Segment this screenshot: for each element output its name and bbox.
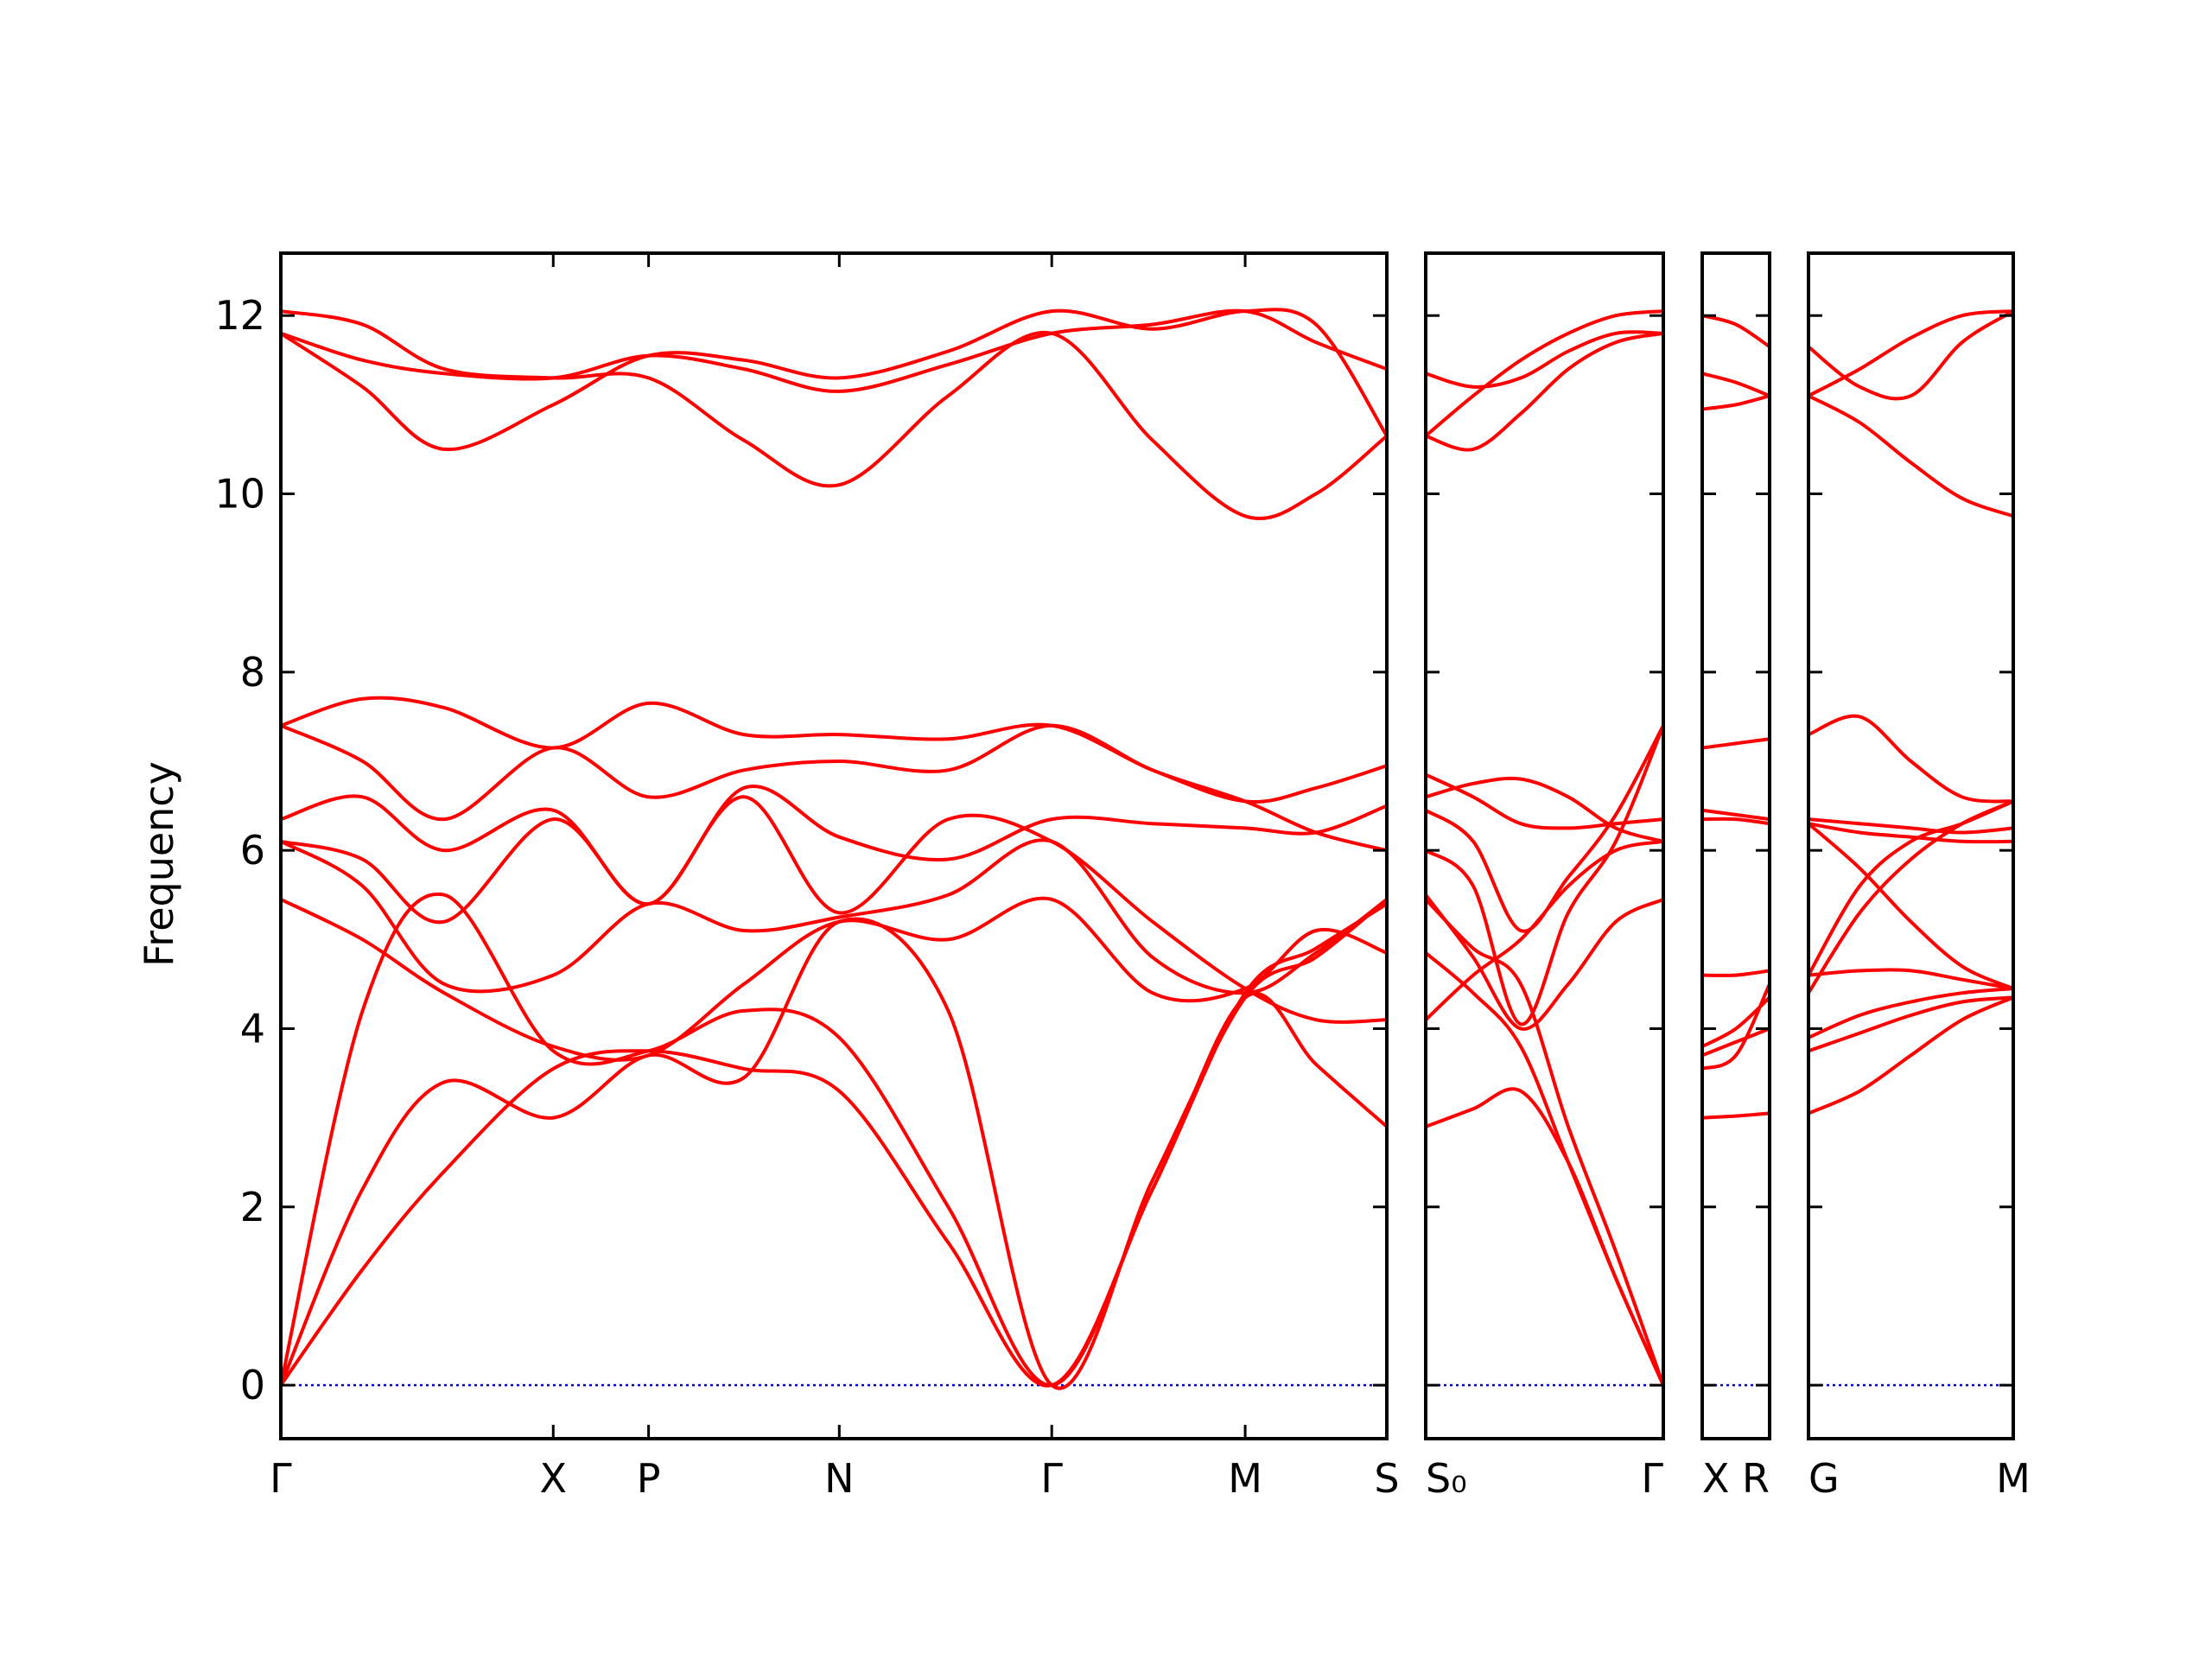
band-line-10 [1808, 968, 2013, 991]
band-line-2 [1808, 309, 2013, 398]
band-line-9 [1808, 799, 2013, 995]
band-line-10 [1702, 982, 1770, 1071]
band-line-12 [281, 902, 1387, 1388]
y-tick-label: 6 [240, 827, 265, 874]
band-line-7 [1426, 723, 1663, 1027]
band-line-6 [281, 785, 1387, 906]
band-line-13 [1808, 995, 2013, 1116]
x-tick-label: P [637, 1455, 661, 1502]
band-line-5 [1426, 776, 1663, 843]
band-line-7 [1702, 969, 1770, 977]
y-tick-label: 10 [214, 471, 265, 518]
x-tick-label: S [1374, 1455, 1399, 1502]
x-tick-label: X [540, 1455, 568, 1502]
y-tick-label: 0 [240, 1362, 265, 1408]
band-line-4 [1808, 714, 2013, 804]
band-line-7 [1808, 822, 2013, 991]
band-line-4 [281, 696, 1387, 804]
band-line-3 [281, 308, 1387, 451]
x-tick-label: N [824, 1455, 854, 1502]
band-line-1 [1426, 331, 1663, 452]
y-tick-label: 4 [240, 1005, 265, 1052]
band-series-group [281, 308, 1387, 1390]
band-line-1 [1702, 314, 1770, 349]
panel-1: 0 2 4 6 8 10 12 Γ X P N Γ M S [214, 251, 1400, 1502]
x-tick-label: Γ [1040, 1455, 1063, 1502]
band-line-6 [1808, 822, 2013, 844]
panel-2: S₀ Γ [1424, 251, 1665, 1502]
axis-frame [279, 251, 1389, 1440]
x-tick-label: S₀ [1426, 1455, 1467, 1502]
band-line-7 [281, 795, 1387, 1024]
band-line-2 [1426, 309, 1663, 438]
band-line-3 [1702, 394, 1770, 411]
y-tick-label: 8 [240, 649, 265, 696]
band-line-2 [1702, 372, 1770, 398]
band-line-1 [281, 309, 1387, 521]
band-line-11 [1702, 1111, 1770, 1120]
x-tick-label: Γ [270, 1455, 292, 1502]
axis-frame [1700, 251, 1771, 1440]
band-line-12 [1426, 1087, 1663, 1388]
band-line-3 [1808, 394, 2013, 518]
y-tick-label: 12 [214, 292, 265, 339]
band-series-group [1426, 309, 1663, 1388]
band-line-9 [1702, 1027, 1770, 1058]
band-line-5 [1808, 817, 2013, 835]
x-tick-label: X [1702, 1455, 1730, 1502]
band-line-10 [1426, 950, 1663, 1388]
x-tick-label: M [1228, 1455, 1262, 1502]
x-tick-label: Γ [1641, 1455, 1663, 1502]
y-axis-label: Frequency [136, 761, 182, 967]
band-line-4 [1702, 737, 1770, 750]
band-line-4 [1426, 772, 1663, 830]
band-line-8 [281, 838, 1387, 995]
y-tick-label: 2 [240, 1184, 265, 1230]
band-line-5 [1702, 808, 1770, 822]
band-line-6 [1702, 817, 1770, 826]
x-tick-label: R [1742, 1455, 1770, 1502]
band-line-1 [1808, 309, 2013, 401]
axis-frame [1424, 251, 1665, 1440]
x-tick-label: G [1808, 1455, 1840, 1502]
band-line-11 [1426, 897, 1663, 1388]
band-line-12 [1808, 995, 2013, 1053]
band-series-group [1702, 314, 1770, 1120]
band-line-11 [1808, 987, 2013, 1039]
axis-frame [1807, 251, 2015, 1440]
band-line-5 [281, 723, 1387, 853]
band-line-3 [1426, 330, 1663, 389]
band-series-group [1808, 309, 2013, 1116]
x-tick-label: M [1996, 1455, 2031, 1502]
band-line-10 [281, 892, 1387, 1388]
band-line-9 [1426, 839, 1663, 1022]
